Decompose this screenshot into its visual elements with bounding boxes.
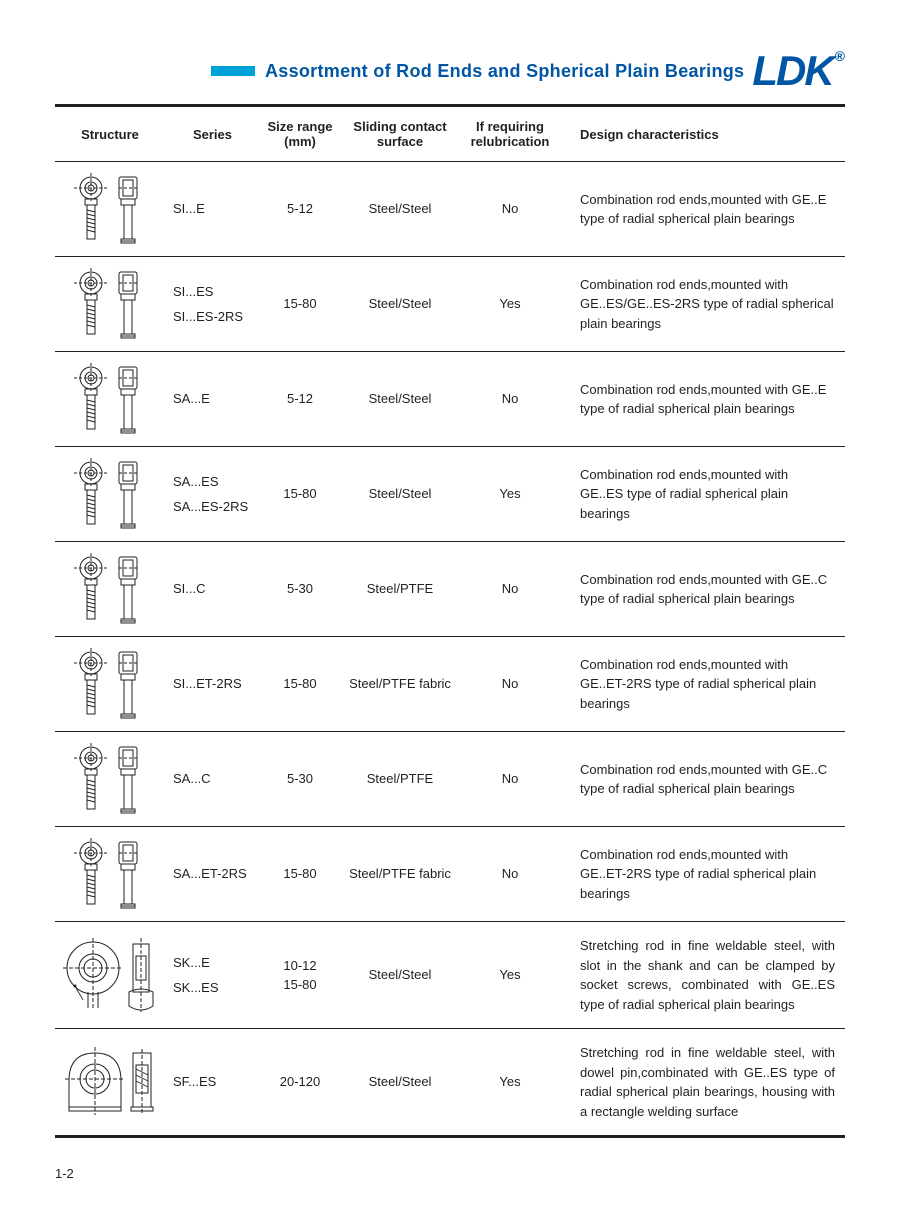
series-value: SI...C	[173, 576, 254, 602]
surface-cell: Steel/Steel	[340, 922, 460, 1029]
surface-cell: Steel/PTFE	[340, 542, 460, 637]
design-characteristics-cell: Combination rod ends,mounted with GE..C …	[560, 732, 845, 827]
series-value: SA...ET-2RS	[173, 861, 254, 887]
surface-cell: Steel/Steel	[340, 447, 460, 542]
table-row: SA...C5-30Steel/PTFENoCombination rod en…	[55, 732, 845, 827]
series-value: SA...E	[173, 386, 254, 412]
page-number: 1-2	[55, 1166, 845, 1181]
surface-cell: Steel/PTFE	[340, 732, 460, 827]
title-accent-bar	[211, 66, 255, 76]
surface-cell: Steel/PTFE fabric	[340, 637, 460, 732]
series-value: SK...E	[173, 950, 254, 976]
table-row: SI...ET-2RS15-80Steel/PTFE fabricNoCombi…	[55, 637, 845, 732]
series-value: SF...ES	[173, 1069, 254, 1095]
table-row: SA...ESSA...ES-2RS15-80Steel/SteelYesCom…	[55, 447, 845, 542]
series-value: SK...ES	[173, 975, 254, 1001]
series-value: SI...ES	[173, 279, 254, 305]
surface-cell: Steel/Steel	[340, 1029, 460, 1137]
series-cell: SI...C	[165, 542, 260, 637]
design-characteristics-cell: Combination rod ends,mounted with GE..C …	[560, 542, 845, 637]
design-characteristics-cell: Combination rod ends,mounted with GE..E …	[560, 162, 845, 257]
surface-cell: Steel/PTFE fabric	[340, 827, 460, 922]
structure-drawing-icon	[55, 447, 165, 542]
relubrication-cell: No	[460, 827, 560, 922]
structure-drawing-icon	[55, 827, 165, 922]
relubrication-cell: Yes	[460, 922, 560, 1029]
col-relub: If requiring relubrication	[460, 106, 560, 162]
structure-drawing-icon	[55, 542, 165, 637]
design-characteristics-cell: Combination rod ends,mounted with GE..ET…	[560, 637, 845, 732]
structure-drawing-icon	[55, 1029, 165, 1137]
relubrication-cell: No	[460, 732, 560, 827]
size-range-cell: 20-120	[260, 1029, 340, 1137]
series-cell: SA...C	[165, 732, 260, 827]
series-value: SI...E	[173, 196, 254, 222]
col-size: Size range (mm)	[260, 106, 340, 162]
col-series: Series	[165, 106, 260, 162]
col-structure: Structure	[55, 106, 165, 162]
series-value: SI...ES-2RS	[173, 304, 254, 330]
page-header: Assortment of Rod Ends and Spherical Pla…	[55, 50, 845, 92]
design-characteristics-cell: Combination rod ends,mounted with GE..ES…	[560, 447, 845, 542]
col-surface: Sliding contact surface	[340, 106, 460, 162]
table-row: SI...C5-30Steel/PTFENoCombination rod en…	[55, 542, 845, 637]
relubrication-cell: No	[460, 352, 560, 447]
series-cell: SA...E	[165, 352, 260, 447]
registered-mark: ®	[835, 48, 845, 64]
series-value: SI...ET-2RS	[173, 671, 254, 697]
structure-drawing-icon	[55, 732, 165, 827]
size-range-cell: 5-30	[260, 732, 340, 827]
relubrication-cell: Yes	[460, 1029, 560, 1137]
table-row: SA...ET-2RS15-80Steel/PTFE fabricNoCombi…	[55, 827, 845, 922]
size-range-cell: 15-80	[260, 637, 340, 732]
structure-drawing-icon	[55, 637, 165, 732]
table-row: SF...ES20-120Steel/SteelYesStretching ro…	[55, 1029, 845, 1137]
table-row: SI...E5-12Steel/SteelNoCombination rod e…	[55, 162, 845, 257]
series-cell: SF...ES	[165, 1029, 260, 1137]
size-range-cell: 5-12	[260, 162, 340, 257]
size-range-cell: 5-30	[260, 542, 340, 637]
surface-cell: Steel/Steel	[340, 257, 460, 352]
surface-cell: Steel/Steel	[340, 162, 460, 257]
series-cell: SI...E	[165, 162, 260, 257]
size-range-cell: 10-12 15-80	[260, 922, 340, 1029]
size-range-cell: 15-80	[260, 827, 340, 922]
structure-drawing-icon	[55, 257, 165, 352]
relubrication-cell: Yes	[460, 257, 560, 352]
design-characteristics-cell: Combination rod ends,mounted with GE..ES…	[560, 257, 845, 352]
series-cell: SA...ESSA...ES-2RS	[165, 447, 260, 542]
series-cell: SK...ESK...ES	[165, 922, 260, 1029]
page-title: Assortment of Rod Ends and Spherical Pla…	[265, 61, 744, 82]
structure-drawing-icon	[55, 352, 165, 447]
design-characteristics-cell: Combination rod ends,mounted with GE..ET…	[560, 827, 845, 922]
relubrication-cell: No	[460, 637, 560, 732]
design-characteristics-cell: Combination rod ends,mounted with GE..E …	[560, 352, 845, 447]
logo-text: LDK	[752, 50, 832, 92]
table-row: SK...ESK...ES10-12 15-80Steel/SteelYesSt…	[55, 922, 845, 1029]
relubrication-cell: No	[460, 542, 560, 637]
relubrication-cell: No	[460, 162, 560, 257]
series-cell: SA...ET-2RS	[165, 827, 260, 922]
size-range-cell: 15-80	[260, 257, 340, 352]
design-characteristics-cell: Stretching rod in fine weldable steel, w…	[560, 1029, 845, 1137]
series-cell: SI...ET-2RS	[165, 637, 260, 732]
series-cell: SI...ESSI...ES-2RS	[165, 257, 260, 352]
table-header-row: Structure Series Size range (mm) Sliding…	[55, 106, 845, 162]
table-row: SA...E5-12Steel/SteelNoCombination rod e…	[55, 352, 845, 447]
relubrication-cell: Yes	[460, 447, 560, 542]
size-range-cell: 5-12	[260, 352, 340, 447]
series-value: SA...C	[173, 766, 254, 792]
table-row: SI...ESSI...ES-2RS15-80Steel/SteelYesCom…	[55, 257, 845, 352]
surface-cell: Steel/Steel	[340, 352, 460, 447]
design-characteristics-cell: Stretching rod in fine weldable steel, w…	[560, 922, 845, 1029]
series-value: SA...ES-2RS	[173, 494, 254, 520]
structure-drawing-icon	[55, 162, 165, 257]
structure-drawing-icon	[55, 922, 165, 1029]
bearings-table: Structure Series Size range (mm) Sliding…	[55, 104, 845, 1138]
series-value: SA...ES	[173, 469, 254, 495]
logo: LDK ®	[752, 50, 845, 92]
col-design: Design characteristics	[560, 106, 845, 162]
size-range-cell: 15-80	[260, 447, 340, 542]
